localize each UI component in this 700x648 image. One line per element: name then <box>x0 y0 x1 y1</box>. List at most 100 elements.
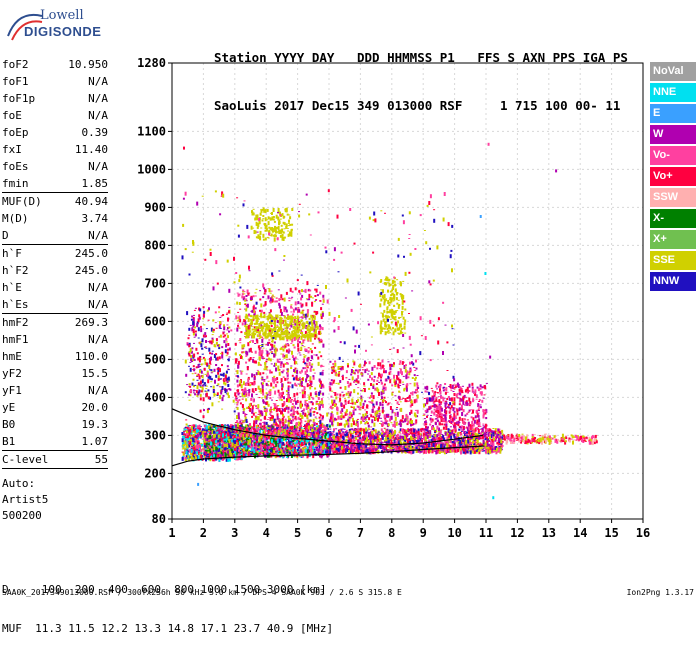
echo-point <box>338 443 340 446</box>
echo-point <box>485 450 487 454</box>
echo-point <box>352 433 354 434</box>
echo-point <box>457 432 459 436</box>
echo-point <box>500 439 502 443</box>
echo-point <box>230 431 232 432</box>
echo-point <box>435 450 437 454</box>
echo-point <box>285 449 287 450</box>
echo-point <box>330 443 332 444</box>
echo-point <box>294 442 296 444</box>
echo-point <box>279 453 281 455</box>
echo-point <box>480 436 482 437</box>
echo-point <box>234 451 236 454</box>
echo-point <box>205 438 207 441</box>
echo-point <box>438 437 440 439</box>
echo-point <box>334 439 336 440</box>
echo-point <box>238 454 240 457</box>
echo-point <box>390 446 392 447</box>
echo-point <box>289 430 291 431</box>
echo-point <box>224 444 226 448</box>
echo-point <box>479 442 481 443</box>
echo-point <box>244 441 246 443</box>
echo-point <box>343 445 345 448</box>
echo-point <box>402 446 404 449</box>
echo-point <box>185 437 187 438</box>
echo-point <box>209 451 211 453</box>
echo-point <box>321 449 323 450</box>
echo-point <box>246 442 248 443</box>
echo-point <box>267 452 269 453</box>
echo-point <box>228 445 230 448</box>
echo-point <box>182 456 184 457</box>
echo-point <box>408 434 410 435</box>
echo-point <box>218 449 220 452</box>
echo-point <box>210 442 212 446</box>
echo-point <box>442 443 444 444</box>
echo-point <box>338 437 340 441</box>
echo-point <box>562 434 564 438</box>
echo-point <box>199 425 201 426</box>
echo-point <box>239 438 241 440</box>
echo-point <box>248 438 250 439</box>
echo-point <box>492 428 494 429</box>
echo-point <box>186 451 188 455</box>
echo-point <box>390 440 392 444</box>
echo-point <box>398 438 400 439</box>
echo-point <box>245 446 247 450</box>
echo-point <box>209 453 211 456</box>
echo-point <box>221 425 223 426</box>
echo-point <box>298 442 300 443</box>
echo-point <box>375 429 377 433</box>
echo-point <box>248 446 250 447</box>
echo-point <box>465 445 467 446</box>
echo-point <box>329 429 331 430</box>
echo-point <box>291 442 293 443</box>
echo-point <box>323 444 325 448</box>
echo-point <box>425 437 427 441</box>
echo-point <box>194 436 196 438</box>
echo-point <box>191 449 193 453</box>
echo-point <box>394 430 396 434</box>
echo-point <box>279 444 281 448</box>
echo-point <box>483 450 485 451</box>
echo-point <box>204 445 206 447</box>
echo-point <box>213 454 215 457</box>
echo-point <box>428 440 430 442</box>
echo-point <box>379 435 381 436</box>
echo-point <box>350 437 352 439</box>
echo-point <box>476 438 478 439</box>
echo-point <box>318 449 320 452</box>
echo-point <box>490 433 492 434</box>
echo-point <box>395 438 397 439</box>
echo-point <box>199 453 201 454</box>
echo-point <box>452 441 454 443</box>
echo-point <box>316 443 318 444</box>
echo-point <box>185 427 187 428</box>
echo-point <box>210 446 212 447</box>
echo-point <box>445 449 447 453</box>
echo-point <box>221 448 223 449</box>
echo-point <box>385 439 387 442</box>
echo-point <box>195 449 197 451</box>
echo-point <box>412 435 414 437</box>
echo-point <box>485 438 487 440</box>
echo-point <box>501 430 503 433</box>
echo-point <box>466 450 468 453</box>
echo-point <box>233 433 235 434</box>
echo-point <box>229 452 231 456</box>
echo-point <box>350 446 352 449</box>
echo-point <box>207 449 209 450</box>
echo-point <box>500 448 502 451</box>
echo-point <box>472 439 474 440</box>
echo-point <box>361 439 363 441</box>
echo-point <box>182 457 184 461</box>
echo-point <box>406 433 408 437</box>
echo-point <box>475 448 477 450</box>
echo-point <box>305 445 307 446</box>
echo-point <box>316 453 318 454</box>
echo-point <box>307 446 309 449</box>
echo-point <box>207 434 209 435</box>
echo-point <box>440 444 442 447</box>
echo-point <box>253 454 255 455</box>
echo-point <box>394 442 396 443</box>
echo-point <box>472 433 474 436</box>
